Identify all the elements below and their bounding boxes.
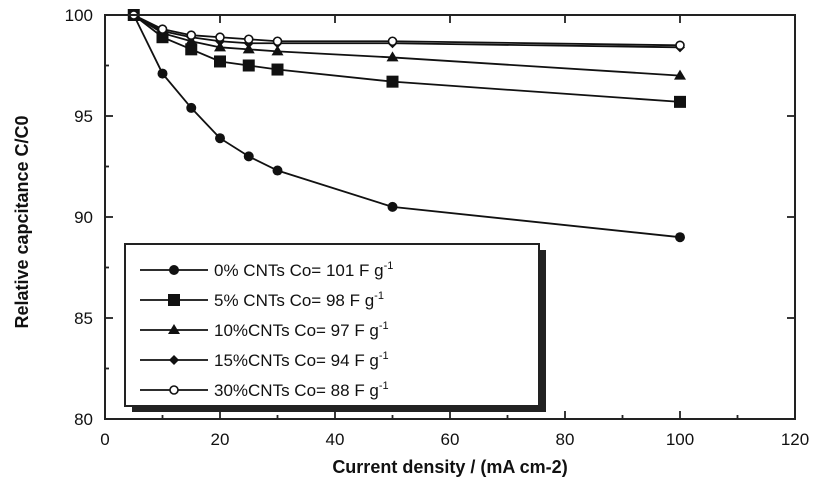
- series-line: [133, 14, 681, 77]
- data-point: [214, 41, 226, 52]
- legend-item: 15%CNTs Co= 94 F g-1: [140, 350, 389, 370]
- data-point: [242, 43, 255, 54]
- x-tick-label: 40: [326, 430, 345, 449]
- x-tick-label: 60: [441, 430, 460, 449]
- legend-marker: [168, 324, 180, 334]
- data-point: [675, 40, 685, 51]
- data-point: [272, 36, 283, 47]
- ticks-layer: 0 20 40 60 80 100 120 80 85 90 95 100: [65, 6, 810, 449]
- legend-item: 10%CNTs Co= 97 F g-1: [140, 320, 389, 340]
- data-point: [674, 95, 686, 108]
- data-point: [215, 32, 225, 43]
- legend-label: 0% CNTs Co= 101 F g-1: [214, 260, 393, 280]
- legend-box: [124, 243, 540, 407]
- legend-items: 0% CNTs Co= 101 F g-1 5% CNTs Co= 98 F g-…: [140, 260, 393, 400]
- data-point: [387, 201, 398, 212]
- y-tick-label: 95: [74, 107, 93, 126]
- x-tick-label: 120: [781, 430, 809, 449]
- y-tick-label: 100: [65, 6, 93, 25]
- x-tick-label: 20: [211, 430, 230, 449]
- data-point: [214, 55, 226, 68]
- data-point: [272, 165, 283, 176]
- y-axis-title: Relative capcitance C/C0: [12, 115, 32, 328]
- legend-label: 5% CNTs Co= 98 F g-1: [214, 290, 384, 310]
- data-point: [674, 69, 686, 80]
- y-tick-label: 80: [74, 410, 93, 429]
- series-line: [133, 14, 681, 47]
- legend-marker: [168, 294, 180, 306]
- data-point: [243, 151, 254, 162]
- legend-item: 0% CNTs Co= 101 F g-1: [140, 260, 393, 280]
- data-point: [386, 51, 399, 62]
- legend-label: 15%CNTs Co= 94 F g-1: [214, 350, 389, 370]
- data-point: [186, 102, 197, 113]
- legend-item: 5% CNTs Co= 98 F g-1: [140, 290, 384, 310]
- x-tick-label: 100: [666, 430, 694, 449]
- data-point: [271, 63, 284, 76]
- data-point: [215, 133, 225, 144]
- data-point: [675, 232, 685, 243]
- y-tick-label: 85: [74, 309, 93, 328]
- data-point: [386, 75, 399, 88]
- legend-label: 30%CNTs Co= 88 F g-1: [214, 380, 389, 400]
- x-tick-label: 80: [556, 430, 575, 449]
- series-line: [132, 14, 681, 239]
- data-point: [185, 43, 198, 56]
- series-4: [128, 10, 685, 51]
- legend-marker: [169, 385, 179, 395]
- data-point: [157, 68, 168, 79]
- series-line: [133, 14, 681, 49]
- x-axis-title: Current density / (mA cm-2): [332, 457, 567, 477]
- legend: 0% CNTs Co= 101 F g-1 5% CNTs Co= 98 F g-…: [124, 243, 546, 412]
- data-point: [243, 34, 254, 45]
- data-point: [157, 24, 168, 34]
- legend-marker: [169, 265, 179, 275]
- legend-label: 10%CNTs Co= 97 F g-1: [214, 320, 389, 340]
- data-point: [242, 59, 255, 72]
- data-point: [186, 30, 197, 41]
- series-0: [128, 10, 685, 243]
- data-point: [387, 36, 398, 47]
- legend-marker: [169, 355, 179, 365]
- x-tick-label: 0: [100, 430, 109, 449]
- plot-layer: [127, 9, 686, 243]
- y-tick-label: 90: [74, 208, 93, 227]
- data-point: [271, 45, 284, 56]
- legend-item: 30%CNTs Co= 88 F g-1: [140, 380, 389, 400]
